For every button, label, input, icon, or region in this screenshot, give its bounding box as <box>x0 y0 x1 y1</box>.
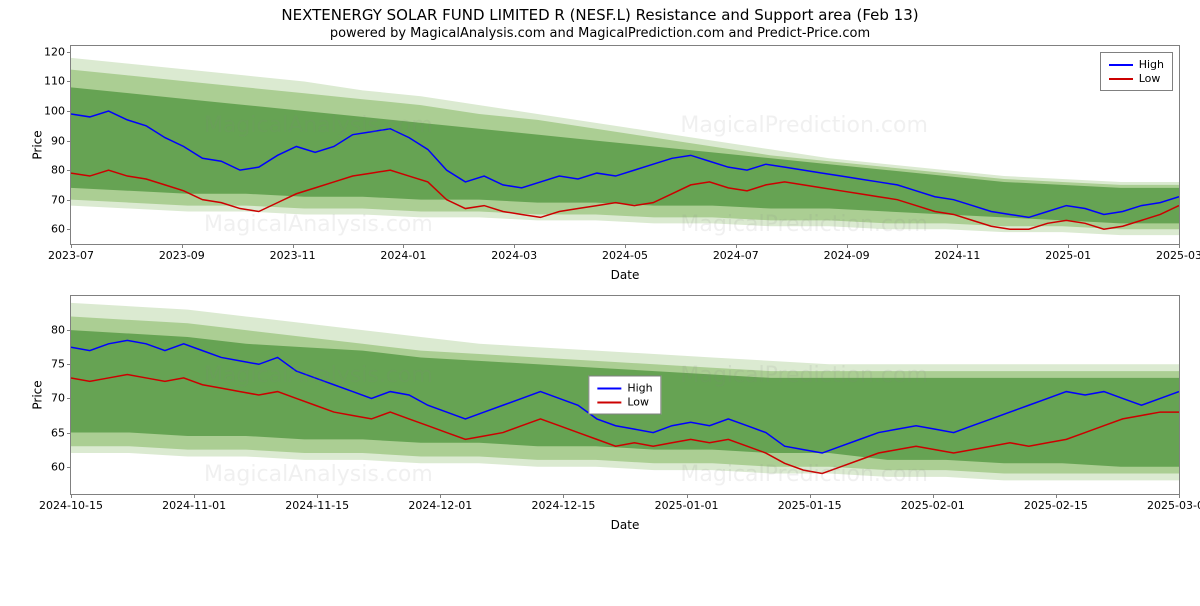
x-tick-label: 2024-11-01 <box>162 499 226 512</box>
chart-panel-2: Price Date High Low 60657075802024-10-15… <box>70 295 1180 495</box>
legend-low-line <box>1109 78 1133 80</box>
x-tick-mark <box>403 244 404 248</box>
y-tick-label: 100 <box>31 105 65 118</box>
y-tick-label: 120 <box>31 45 65 58</box>
x-tick-label: 2024-11-15 <box>285 499 349 512</box>
legend-high-label-2: High <box>627 382 652 395</box>
x-axis-label-1: Date <box>611 268 640 282</box>
y-tick-label: 65 <box>31 426 65 439</box>
x-tick-mark <box>687 494 688 498</box>
y-tick-label: 70 <box>31 392 65 405</box>
legend-2: High Low <box>588 376 661 415</box>
x-tick-mark <box>440 494 441 498</box>
y-tick-mark <box>67 170 71 171</box>
x-tick-mark <box>1068 244 1069 248</box>
y-tick-mark <box>67 111 71 112</box>
x-tick-mark <box>625 244 626 248</box>
y-tick-mark <box>67 52 71 53</box>
x-tick-mark <box>71 494 72 498</box>
y-tick-mark <box>67 81 71 82</box>
x-tick-label: 2024-12-01 <box>408 499 472 512</box>
x-tick-label: 2023-09 <box>159 249 205 262</box>
x-tick-mark <box>71 244 72 248</box>
x-tick-label: 2025-01 <box>1045 249 1091 262</box>
x-axis-label-2: Date <box>611 518 640 532</box>
x-tick-mark <box>736 244 737 248</box>
y-tick-label: 80 <box>31 324 65 337</box>
x-tick-label: 2025-03-01 <box>1147 499 1200 512</box>
legend-high-label: High <box>1139 58 1164 71</box>
y-tick-label: 60 <box>31 460 65 473</box>
legend-high-line <box>1109 64 1133 66</box>
x-tick-label: 2024-09 <box>824 249 870 262</box>
x-tick-label: 2025-02-01 <box>901 499 965 512</box>
x-tick-label: 2025-01-01 <box>655 499 719 512</box>
legend-low-label-2: Low <box>627 396 649 409</box>
x-tick-mark <box>317 494 318 498</box>
x-tick-label: 2025-02-15 <box>1024 499 1088 512</box>
y-tick-mark <box>67 364 71 365</box>
chart-subtitle: powered by MagicalAnalysis.com and Magic… <box>0 26 1200 41</box>
x-tick-label: 2025-01-15 <box>778 499 842 512</box>
x-tick-mark <box>182 244 183 248</box>
x-tick-label: 2024-07 <box>713 249 759 262</box>
x-tick-label: 2024-12-15 <box>531 499 595 512</box>
x-tick-mark <box>293 244 294 248</box>
legend-high-line-2 <box>597 387 621 389</box>
x-tick-label: 2024-05 <box>602 249 648 262</box>
chart-panel-1: Price Date High Low 60708090100110120202… <box>70 45 1180 245</box>
y-tick-mark <box>67 141 71 142</box>
x-tick-mark <box>810 494 811 498</box>
y-tick-label: 60 <box>31 223 65 236</box>
chart-svg <box>71 46 1179 244</box>
y-tick-mark <box>67 330 71 331</box>
y-tick-mark <box>67 433 71 434</box>
legend-1: High Low <box>1100 52 1173 91</box>
x-tick-mark <box>933 494 934 498</box>
x-tick-label: 2023-11 <box>270 249 316 262</box>
x-tick-mark <box>847 244 848 248</box>
y-tick-mark <box>67 200 71 201</box>
y-tick-label: 70 <box>31 193 65 206</box>
x-tick-mark <box>514 244 515 248</box>
x-tick-label: 2024-01 <box>380 249 426 262</box>
y-tick-label: 75 <box>31 358 65 371</box>
x-tick-mark <box>194 494 195 498</box>
y-tick-label: 110 <box>31 75 65 88</box>
x-tick-mark <box>1179 494 1180 498</box>
x-tick-mark <box>1179 244 1180 248</box>
y-tick-label: 90 <box>31 134 65 147</box>
x-tick-label: 2024-03 <box>491 249 537 262</box>
x-tick-label: 2023-07 <box>48 249 94 262</box>
legend-low-label: Low <box>1139 72 1161 85</box>
y-tick-mark <box>67 229 71 230</box>
legend-low-line-2 <box>597 401 621 403</box>
y-tick-mark <box>67 398 71 399</box>
x-tick-mark <box>957 244 958 248</box>
chart-title: NEXTENERGY SOLAR FUND LIMITED R (NESF.L)… <box>0 6 1200 24</box>
x-tick-mark <box>1056 494 1057 498</box>
x-tick-label: 2024-11 <box>934 249 980 262</box>
y-tick-label: 80 <box>31 164 65 177</box>
x-tick-label: 2025-03 <box>1156 249 1200 262</box>
x-tick-label: 2024-10-15 <box>39 499 103 512</box>
y-tick-mark <box>67 467 71 468</box>
x-tick-mark <box>563 494 564 498</box>
